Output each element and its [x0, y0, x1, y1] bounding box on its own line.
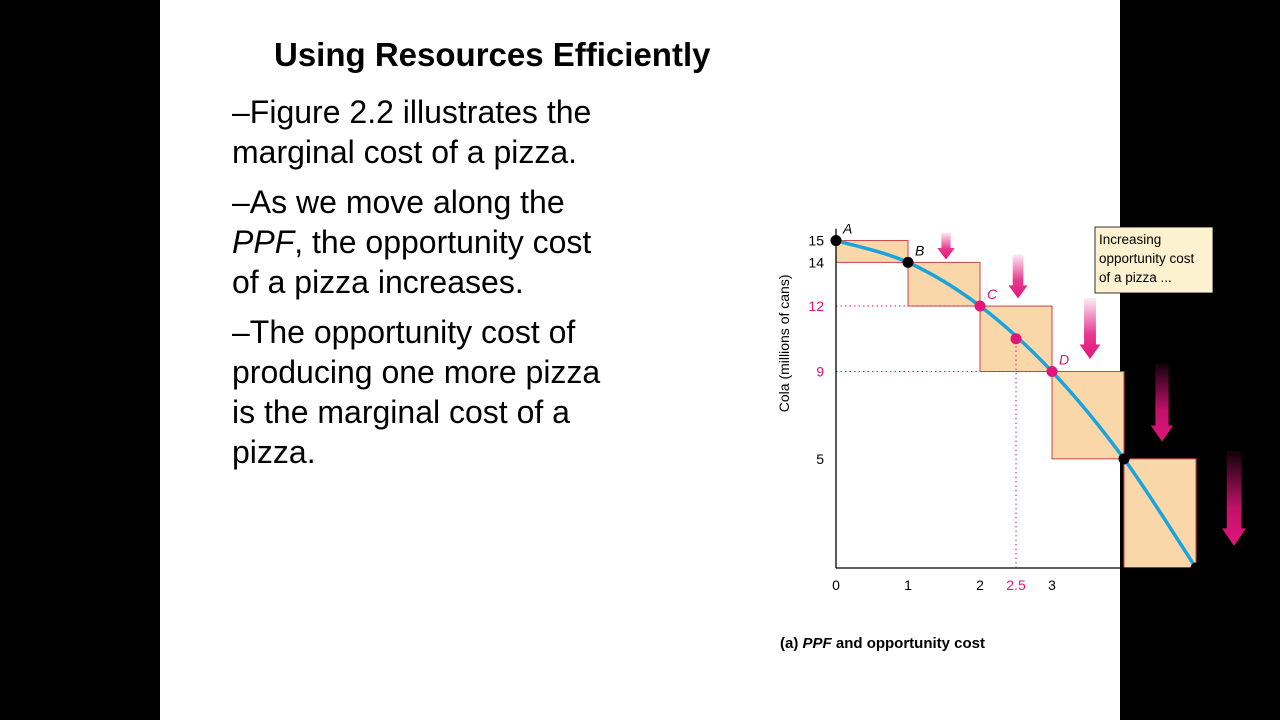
point-label-b: B: [915, 242, 924, 258]
point-e: [1118, 453, 1130, 465]
annotation-line-2: opportunity cost: [1099, 251, 1195, 266]
y-tick-5: 5: [816, 451, 824, 467]
annotation-line-1: Increasing: [1099, 232, 1161, 247]
y-tick-14: 14: [808, 254, 824, 270]
bullet-2-text-1: –As we move along the: [232, 184, 574, 220]
y-axis-label: Cola (millions of cans): [776, 275, 792, 413]
caption-italic: PPF: [803, 635, 833, 652]
annotation-box: [1094, 226, 1214, 294]
down-arrow-3: [1079, 298, 1101, 360]
bullet-2: –As we move along the PPF, the opportuni…: [232, 182, 612, 302]
point-f: [1190, 562, 1202, 574]
point-c: [974, 300, 986, 312]
point-a: [830, 235, 842, 247]
x-tick-5: 5: [1192, 577, 1200, 593]
bullet-2-text-3: , the opportunity cost of a pizza increa…: [232, 224, 601, 300]
slide-title: Using Resources Efficiently: [274, 36, 711, 73]
x-tick-4: 4: [1120, 577, 1128, 593]
bullet-list: –Figure 2.2 illustrates the marginal cos…: [232, 92, 612, 482]
point-label-d: D: [1059, 352, 1069, 368]
x-tick-2: 2: [976, 577, 984, 593]
y-tick-12: 12: [808, 298, 824, 314]
caption-suffix: and opportunity cost: [832, 635, 985, 652]
point-b: [902, 256, 914, 268]
x-axis-label: Pizzas (millions): [1145, 598, 1246, 614]
chart-caption: (a) PPF and opportunity cost: [780, 635, 985, 652]
y-tick-9: 9: [816, 364, 824, 380]
bullet-3: –The opportunity cost of producing one m…: [232, 312, 612, 472]
bullet-1: –Figure 2.2 illustrates the marginal cos…: [232, 92, 612, 172]
point-label-e: E: [1131, 439, 1141, 455]
point-label-c: C: [987, 286, 998, 302]
down-arrow-1: [937, 232, 955, 260]
annotation-line-3: of a pizza ...: [1099, 270, 1172, 285]
x-tick-0: 0: [832, 577, 840, 593]
down-arrow-5: [1222, 450, 1246, 546]
x-tick-3: 3: [1048, 577, 1056, 593]
ppf-chart: 0 1 2 2.5 3 4 5 5 9 12 14 15 Pizzas (millions) Cola (…: [600, 195, 1270, 670]
bullet-3-text-1: –The opportunity cost of producing one m…: [232, 314, 610, 470]
point-d: [1046, 366, 1058, 378]
down-arrow-4: [1150, 363, 1174, 442]
bullet-1-text-1: –Figure 2.2 illustrates the marginal cos…: [232, 94, 601, 170]
caption-prefix: (a): [780, 635, 803, 652]
slide: Using Resources Efficiently –Figure 2.2 …: [160, 0, 1246, 720]
point-label-f: F: [1203, 548, 1213, 564]
x-tick-2.5: 2.5: [1006, 577, 1026, 593]
y-tick-15: 15: [808, 233, 824, 249]
down-arrow-2: [1008, 254, 1028, 299]
point-label-a: A: [842, 221, 852, 237]
x-tick-1: 1: [904, 577, 912, 593]
bullet-2-text-2: PPF: [232, 224, 295, 260]
point-mid: [1010, 333, 1022, 345]
